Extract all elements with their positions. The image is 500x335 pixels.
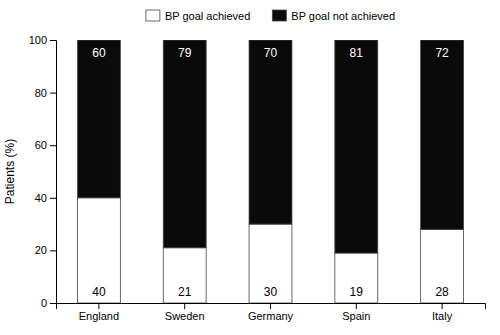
bar [249, 40, 292, 224]
legend-item: BP goal achieved [146, 10, 250, 22]
bar [335, 40, 378, 253]
tick-mark [50, 145, 56, 146]
data-label: 70 [264, 46, 278, 60]
tick-mark [50, 198, 56, 199]
bar [163, 248, 206, 303]
tick: Germany [248, 303, 294, 322]
tick-label: 0 [41, 297, 47, 309]
tick-mark [50, 303, 56, 304]
tick: Sweden [165, 303, 205, 322]
tick: 20 [35, 244, 56, 256]
bar [77, 198, 120, 303]
tick-label: Germany [248, 310, 294, 322]
tick-label: Sweden [165, 310, 205, 322]
legend-label: BP goal achieved [165, 10, 250, 22]
legend: BP goal achieved BP goal not achieved [146, 10, 395, 22]
tick-label: 100 [29, 34, 47, 46]
bar [163, 40, 206, 248]
tick-mark [98, 303, 99, 309]
bars [77, 40, 463, 303]
bar [335, 253, 378, 303]
data-label: 60 [92, 46, 106, 60]
axis-line [50, 41, 57, 304]
tick-label: 40 [35, 192, 47, 204]
bar [249, 224, 292, 303]
data-label: 40 [92, 285, 106, 299]
legend-swatch [272, 10, 286, 21]
tick-label: Spain [342, 310, 370, 322]
data-label: 79 [178, 46, 192, 60]
y-axis-title: Patients (%) [3, 139, 17, 204]
tick-mark [50, 250, 56, 251]
plot-area: 0 20 40 60 80 100 England Sweden Germany Spain Ita… [3, 34, 486, 322]
tick-mark [442, 303, 443, 309]
tick-label: England [79, 310, 119, 322]
tick: 60 [35, 139, 56, 151]
chart: 0 20 40 60 80 100 England Sweden Germany Spain Ita… [0, 0, 500, 335]
tick-mark [270, 303, 271, 309]
tick: 80 [35, 87, 56, 99]
bar [77, 40, 120, 198]
data-label: 28 [435, 285, 449, 299]
tick: Spain [342, 303, 370, 322]
legend-item: BP goal not achieved [272, 10, 395, 22]
tick: 100 [29, 34, 56, 46]
tick: 40 [35, 192, 56, 204]
tick-label: Italy [432, 310, 453, 322]
bar [421, 40, 464, 229]
series [77, 40, 463, 253]
data-label: 19 [350, 285, 364, 299]
bar [421, 229, 464, 303]
data-label: 30 [264, 285, 278, 299]
tick: Italy [432, 303, 453, 322]
legend-label: BP goal not achieved [291, 10, 395, 22]
tick-mark [50, 40, 56, 41]
data-label: 72 [435, 46, 449, 60]
tick-label: 20 [35, 244, 47, 256]
tick-label: 80 [35, 87, 47, 99]
tick-mark [184, 303, 185, 309]
y-axis: 0 20 40 60 80 100 [29, 34, 57, 309]
data-label: 81 [350, 46, 364, 60]
tick: England [79, 303, 119, 322]
x-axis: England Sweden Germany Spain Italy [57, 303, 486, 322]
data-label: 21 [178, 285, 192, 299]
axis-line [57, 304, 486, 310]
tick-mark [50, 93, 56, 94]
legend-swatch [146, 10, 160, 21]
chart-container: 0 20 40 60 80 100 England Sweden Germany Spain Ita… [0, 0, 500, 335]
tick: 0 [41, 297, 56, 309]
tick-mark [356, 303, 357, 309]
data-labels: 40 21 30 19 28 60 79 70 81 72 [92, 46, 449, 299]
tick-label: 60 [35, 139, 47, 151]
